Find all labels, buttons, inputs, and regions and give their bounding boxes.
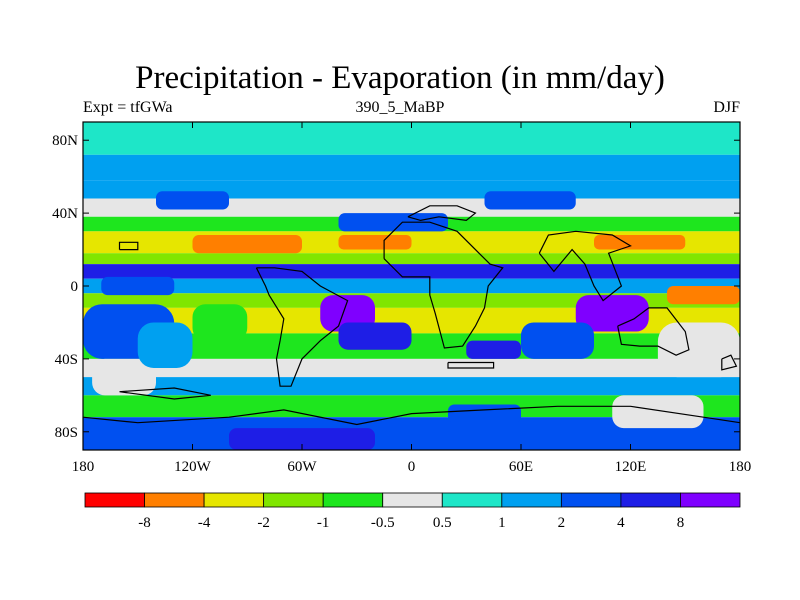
colorbar-swatch	[84, 492, 145, 508]
lat-band-13	[83, 377, 740, 396]
field-patch-14	[338, 234, 412, 250]
y-tick-label: 0	[71, 279, 79, 295]
lat-band-14	[83, 395, 740, 418]
coastline-3	[538, 230, 632, 302]
chart-title: Precipitation - Evaporation (in mm/day)	[135, 60, 665, 96]
field-patch-7	[521, 322, 594, 359]
colorbar-label: 4	[617, 515, 625, 531]
lat-band-7	[83, 264, 740, 279]
colorbar: -8 -4 -2 -1 -0.5 0.5 1 2 4 8	[84, 492, 741, 531]
coastline-6	[119, 387, 211, 400]
colorbar-label: -8	[138, 515, 151, 531]
coastline-8	[447, 361, 495, 369]
field-patch-8	[657, 322, 740, 378]
colorbar-label: -4	[198, 515, 211, 531]
field-patch-18	[667, 286, 740, 305]
field-patch-20	[466, 340, 521, 359]
coastline-4	[617, 307, 690, 356]
field-patch-11	[229, 428, 375, 450]
field-patch-15	[594, 234, 686, 250]
field-patch-17	[484, 191, 576, 210]
x-tick-label: 180	[729, 459, 752, 475]
colorbar-swatch	[263, 492, 324, 508]
colorbar-swatch	[382, 492, 443, 508]
colorbar-swatch	[203, 492, 265, 508]
coastline-1	[383, 221, 504, 349]
coastline-outlines	[82, 205, 741, 426]
coastline-9	[721, 354, 738, 371]
colorbar-swatch	[322, 492, 384, 508]
y-tick-label: 40S	[55, 352, 78, 368]
coastline-2	[407, 205, 477, 222]
time-period-label: 390_5_MaBP	[355, 99, 445, 116]
colorbar-swatch	[144, 492, 205, 508]
colorbar-swatch	[620, 492, 681, 508]
field-patch-2	[137, 322, 193, 368]
x-tick-label: 180	[72, 459, 95, 475]
field-patch-10	[448, 404, 521, 423]
lat-band-6	[83, 253, 740, 265]
field-patch-4	[320, 295, 375, 332]
lat-band-2	[83, 180, 740, 199]
x-tick-label: 120E	[615, 459, 647, 475]
coastline-0	[255, 267, 349, 387]
lat-band-1	[83, 154, 740, 181]
colorbar-swatch	[501, 492, 562, 508]
field-patch-12	[338, 213, 448, 232]
x-tick-label: 0	[408, 459, 416, 475]
lat-band-9	[83, 293, 740, 308]
experiment-label: Expt = tfGWa	[83, 99, 173, 116]
colorbar-label: 2	[558, 515, 566, 531]
field-patch-3	[192, 304, 248, 341]
colorbar-label: 8	[677, 515, 685, 531]
field-patch-1	[92, 358, 156, 396]
x-tick-label: 60W	[287, 459, 317, 475]
lat-band-8	[83, 278, 740, 294]
colorbar-label: 0.5	[433, 515, 452, 531]
field-patch-9	[612, 395, 704, 429]
x-tick-label: 60E	[509, 459, 533, 475]
field-patch-19	[101, 276, 175, 296]
field-patch-13	[192, 234, 302, 254]
coastline-5	[82, 405, 741, 426]
field-patch-5	[338, 322, 412, 350]
colorbar-swatch	[441, 492, 503, 508]
x-axis: 180 120W 60W 0 60E 120E 180	[72, 122, 752, 475]
colorbar-label: -2	[257, 515, 270, 531]
y-tick-label: 80N	[52, 133, 78, 149]
field-patch-6	[575, 295, 649, 332]
lat-band-12	[83, 358, 740, 378]
season-label: DJF	[713, 99, 740, 116]
y-tick-label: 80S	[55, 425, 78, 441]
y-tick-label: 40N	[52, 206, 78, 222]
coastline-7	[118, 241, 139, 251]
colorbar-label: 1	[498, 515, 506, 531]
field-patch-16	[156, 191, 229, 210]
map-field	[83, 122, 740, 450]
colorbar-swatch	[680, 492, 741, 508]
x-tick-label: 120W	[174, 459, 212, 475]
colorbar-label: -1	[317, 515, 330, 531]
colorbar-swatch	[560, 492, 622, 508]
y-axis: 80N 40N 0 40S 80S	[52, 133, 740, 441]
colorbar-label: -0.5	[371, 515, 395, 531]
